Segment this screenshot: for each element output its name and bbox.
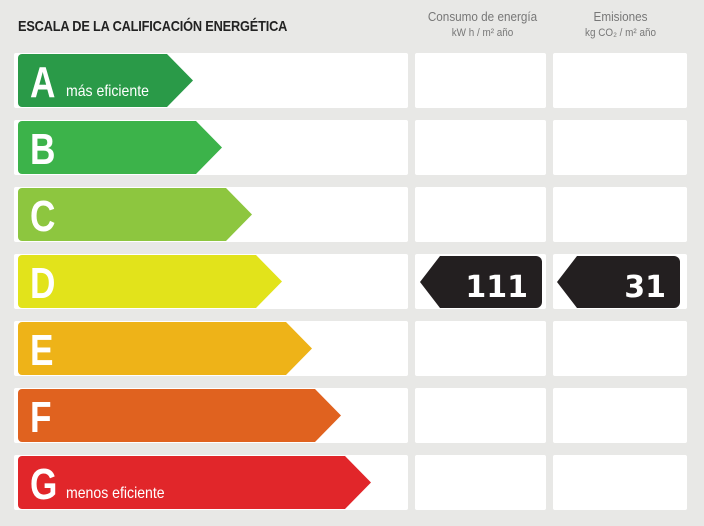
rating-arrow-a: A más eficiente	[18, 54, 193, 107]
rating-arrow-d: D	[18, 255, 282, 308]
rating-letter: G	[30, 460, 58, 509]
consumption-cell	[415, 187, 546, 242]
page-title: ESCALA DE LA CALIFICACIÓN ENERGÉTICA	[18, 18, 288, 35]
emissions-cell	[553, 120, 687, 175]
rating-letter: F	[30, 393, 52, 442]
rating-arrow-c: C	[18, 188, 252, 241]
rating-letter: B	[30, 125, 56, 174]
emissions-label: Emisiones	[593, 9, 648, 24]
consumption-cell	[415, 120, 546, 175]
emissions-value-badge: 31	[557, 256, 680, 308]
consumption-cell	[415, 53, 546, 108]
rating-note: más eficiente	[66, 83, 149, 100]
emissions-cell	[553, 53, 687, 108]
consumption-cell	[415, 388, 546, 443]
consumption-cell	[415, 321, 546, 376]
consumption-value-badge: 111	[420, 256, 542, 308]
emissions-cell	[553, 187, 687, 242]
emissions-cell	[553, 388, 687, 443]
consumption-header: Consumo de energía kW h / m² año	[422, 8, 544, 40]
rating-letter: C	[30, 192, 56, 241]
rating-letter: E	[30, 326, 54, 375]
emissions-cell	[553, 455, 687, 510]
consumption-unit: kW h / m² año	[451, 27, 514, 39]
rating-letter: A	[30, 58, 56, 107]
rating-arrow-b: B	[18, 121, 222, 174]
rating-arrow-e: E	[18, 322, 312, 375]
rating-letter: D	[30, 259, 56, 308]
rating-arrow-f: F	[18, 389, 341, 442]
emissions-unit: kg CO₂ / m² año	[585, 27, 656, 39]
consumption-cell	[415, 455, 546, 510]
emissions-header: Emisiones kg CO₂ / m² año	[560, 8, 682, 40]
rating-arrow-g: G menos eficiente	[18, 456, 371, 509]
emissions-cell	[553, 321, 687, 376]
consumption-label: Consumo de energía	[427, 9, 538, 24]
rating-note: menos eficiente	[66, 485, 165, 502]
